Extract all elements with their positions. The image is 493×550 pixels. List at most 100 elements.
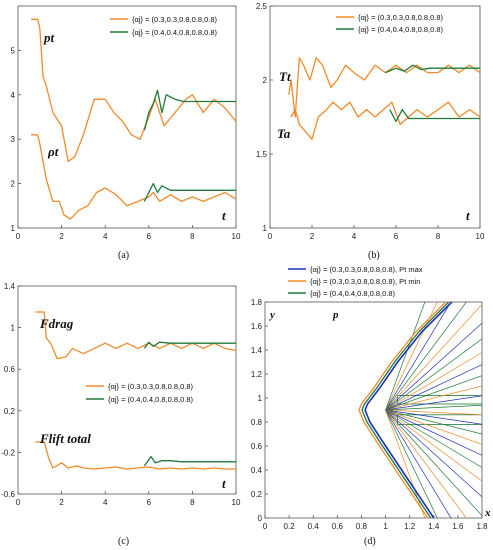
annotation-Tt: Tt <box>279 69 291 84</box>
axis-ticks-d: 0 0.2 0.4 0.6 0.8 1 1.2 1.4 1.6 1.8 0 0.2 0.4 0.6 0.8 1… <box>251 298 488 531</box>
pressure-contour-9 <box>385 409 482 456</box>
pressure-contour-20 <box>385 338 482 411</box>
y-tick-label: 3 <box>11 135 16 144</box>
caption-c: (c) <box>118 536 129 547</box>
body-bar-1 <box>397 395 482 405</box>
shock-front-orange <box>358 302 447 518</box>
pressure-contour-1 <box>385 409 426 518</box>
shock-front-green <box>361 302 450 518</box>
series-line-orange-Tt <box>288 57 481 118</box>
x-tick-label: 0.2 <box>284 522 296 531</box>
x-tick-label: 4 <box>352 232 357 241</box>
y-tick-label: 1.4 <box>251 346 263 355</box>
plot-frame-a <box>17 5 237 229</box>
series-line-green-lift <box>143 455 236 467</box>
y-tick-label: 2 <box>11 180 16 189</box>
legend-d-entry-2: {αj} = (0.3,0.3,0.8,0.8,0.8), Pt min <box>310 277 420 286</box>
pressure-contour-6 <box>385 409 482 498</box>
y-tick-label: 0.6 <box>4 365 16 374</box>
series-c <box>35 311 237 470</box>
pressure-contour-3 <box>385 409 452 518</box>
y-tick-label: 1 <box>263 224 268 233</box>
x-tick-label: 1.8 <box>476 522 488 531</box>
pressure-contour-12 <box>385 409 482 425</box>
x-tick-label: 0.4 <box>308 522 320 531</box>
x-tick-label: 1.4 <box>428 522 440 531</box>
pressure-contour-22 <box>385 303 482 411</box>
series-line-green-Tt <box>385 64 480 74</box>
pressure-contour-19 <box>385 352 482 411</box>
x-tick-label: 6 <box>147 232 152 241</box>
x-tick-label: 0 <box>16 232 21 241</box>
y-tick-label: 1.5 <box>256 150 268 159</box>
series-line-orange-Ta <box>290 101 481 140</box>
y-tick-label: 1 <box>11 324 16 333</box>
x-tick-label: 0.6 <box>332 522 344 531</box>
annotation-Ta: Ta <box>277 126 291 141</box>
series-a <box>31 18 237 220</box>
x-tick-label: 8 <box>190 498 195 507</box>
pressure-contour-4 <box>385 409 467 518</box>
panel-c: 0 2 4 6 8 10 -0.6 -0.2 0.2 0.6 1 1.4 Fdrag Flift to… <box>1 282 241 547</box>
series-line-green-pt <box>143 89 236 131</box>
plot-frame-c <box>17 285 237 495</box>
y-tick-label: 1.4 <box>4 282 16 291</box>
panel-b: 0 2 4 6 8 10 1 1.5 2 2.5 Tt Ta t {αj} = (0.3,0.3,… <box>256 2 485 261</box>
x-tick-label: 4 <box>103 498 108 507</box>
pressure-contour-10 <box>385 409 482 445</box>
xlabel-d: x <box>484 507 491 519</box>
pressure-field <box>358 302 482 518</box>
axis-ticks-b: 0 2 4 6 8 10 1 1.5 2 2.5 <box>256 2 485 241</box>
pressure-contour-25 <box>385 302 438 411</box>
legend-d: {αj} = (0.3,0.3,0.8,0.8,0.8), Pt max {αj… <box>288 265 423 298</box>
x-tick-label: 1.2 <box>404 522 416 531</box>
ylabel-d: y <box>268 309 275 321</box>
series-line-green-Ta <box>389 108 480 123</box>
pressure-contour-2 <box>385 409 438 518</box>
y-tick-label: -0.6 <box>1 490 15 499</box>
y-tick-label: 2.5 <box>256 2 268 11</box>
annotation-pt: pt <box>43 30 55 45</box>
x-tick-label: 8 <box>190 232 195 241</box>
legend-c-entry-2: {αj} = (0.4,0.4,0.8,0.8,0.8) <box>108 395 194 404</box>
plot-frame-d <box>264 301 483 519</box>
series-line-orange-pt <box>31 18 237 163</box>
y-tick-label: 0.4 <box>251 466 263 475</box>
pressure-contour-17 <box>385 375 482 411</box>
pressure-contour-26 <box>385 302 426 411</box>
series-line-green-rho <box>143 182 236 202</box>
legend-c-entry-1: {αj} = (0.3,0.3,0.8,0.8,0.8) <box>108 382 194 391</box>
legend-d-entry-1: {αj} = (0.3,0.3,0.8,0.8,0.8), Pt max <box>310 265 423 274</box>
pressure-contour-11 <box>385 409 482 435</box>
body-bar-2 <box>397 414 482 425</box>
xlabel-c: t <box>222 476 226 491</box>
legend-b-entry-2: {αj} = (0.4,0.4,0.8,0.8,0.8) <box>358 25 444 34</box>
x-tick-label: 6 <box>147 498 152 507</box>
caption-d: (d) <box>364 536 376 547</box>
x-tick-label: 1.6 <box>452 522 464 531</box>
pressure-contour-18 <box>385 364 482 411</box>
xlabel-a: t <box>222 208 226 223</box>
x-tick-label: 6 <box>394 232 399 241</box>
x-tick-label: 0 <box>268 232 273 241</box>
x-tick-label: 0 <box>16 498 21 507</box>
pressure-contour-15 <box>385 395 482 411</box>
legend-b: {αj} = (0.3,0.3,0.8,0.8,0.8) {αj} = (0.4… <box>336 13 444 34</box>
x-tick-label: 0.8 <box>356 522 368 531</box>
y-tick-label: 1.2 <box>251 370 263 379</box>
y-tick-label: 2 <box>263 76 268 85</box>
caption-b: (b) <box>368 250 380 261</box>
y-tick-label: 1.8 <box>251 298 263 307</box>
panel-d: {αj} = (0.3,0.3,0.8,0.8,0.8), Pt max {αj… <box>251 265 491 547</box>
axis-ticks-c: 0 2 4 6 8 10 -0.6 -0.2 0.2 0.6 1 1.4 <box>1 282 241 507</box>
pressure-contour-8 <box>385 409 482 468</box>
y-tick-label: 4 <box>11 91 16 100</box>
x-tick-label: 10 <box>232 232 241 241</box>
legend-a: {αj} = (0.3,0.3,0.8,0.8,0.8) {αj} = (0.4… <box>110 15 218 37</box>
y-tick-label: 0.8 <box>251 418 263 427</box>
pressure-contour-16 <box>385 385 482 411</box>
series-line-orange-lift <box>35 441 236 470</box>
y-tick-label: 1 <box>11 224 16 233</box>
